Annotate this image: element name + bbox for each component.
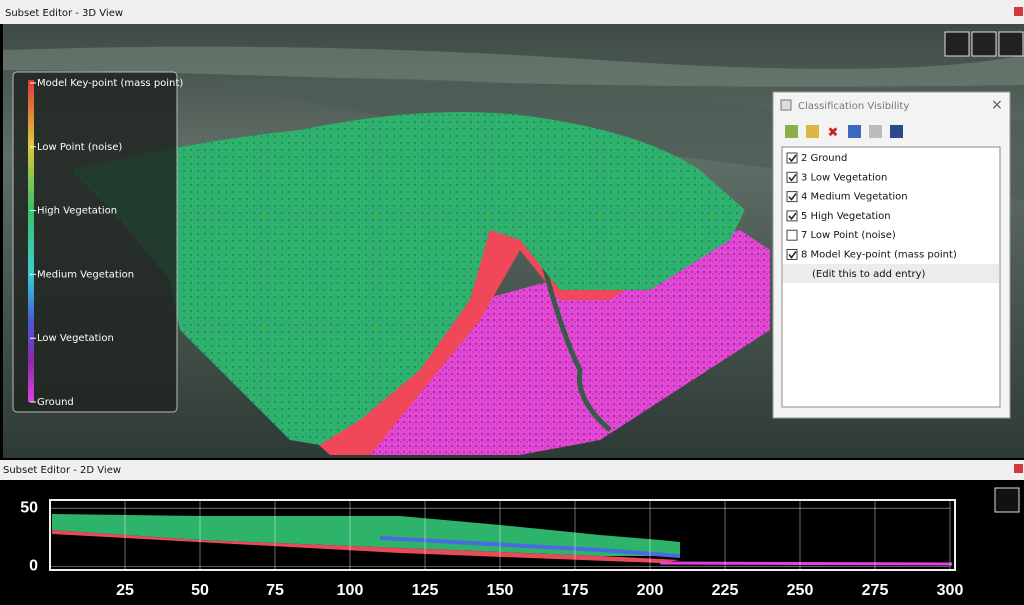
checkmark	[788, 212, 797, 221]
entry-label: 8 Model Key-point (mass point)	[801, 250, 957, 261]
entry-label: 3 Low Vegetation	[801, 172, 887, 183]
plot-frame	[49, 499, 956, 571]
entry-label: 4 Medium Vegetation	[801, 192, 908, 203]
title-bar	[0, 460, 1024, 480]
tool-icon[interactable]: ✖	[828, 126, 839, 141]
window-title: Subset Editor - 3D View	[5, 8, 123, 19]
profile-lowveg	[380, 536, 680, 558]
terrain	[3, 46, 1024, 87]
x-tick-label: 275	[862, 582, 889, 599]
legend-label: Model Key-point (mass point)	[37, 78, 183, 89]
ground-points	[330, 230, 770, 455]
checkbox[interactable]	[786, 210, 798, 222]
tool-icon[interactable]	[785, 125, 798, 138]
entry-label: 2 Ground	[801, 153, 847, 164]
x-tick-label: 25	[116, 582, 134, 599]
x-tick-label: 200	[637, 582, 664, 599]
window-title: Subset Editor - 2D View	[3, 465, 121, 476]
legend-label: Medium Vegetation	[37, 269, 134, 280]
checkmark	[788, 173, 797, 182]
x-tick-label: 100	[337, 582, 364, 599]
x-tick-label: 150	[487, 582, 514, 599]
x-tick-label: 50	[191, 582, 209, 599]
x-tick-label: 125	[412, 582, 439, 599]
tool-icon[interactable]	[890, 125, 903, 138]
dialog: Classification Visibility × ✖	[772, 91, 1011, 419]
add-row[interactable]	[783, 264, 999, 283]
toolbar-button[interactable]	[971, 31, 997, 57]
close-button[interactable]	[1014, 464, 1023, 473]
legend-label: High Vegetation	[37, 206, 117, 217]
title-bar	[0, 0, 1024, 24]
y-tick-label: 50	[20, 499, 38, 516]
legend-label: Low Vegetation	[37, 333, 114, 344]
x-tick-label: 75	[266, 582, 284, 599]
checkmark	[788, 251, 797, 259]
tool-icon[interactable]	[806, 125, 819, 138]
tool-icon[interactable]	[848, 125, 861, 138]
close-button[interactable]	[1014, 7, 1023, 16]
checkbox[interactable]	[786, 249, 798, 260]
x-tick-label: 225	[712, 582, 739, 599]
checkbox[interactable]	[786, 171, 798, 183]
legend: Model Key-point (mass point) Low Point (n…	[12, 71, 183, 413]
checkbox[interactable]	[786, 191, 798, 203]
y-tick-label: 0	[29, 558, 38, 575]
profile-ground	[659, 561, 953, 566]
color-ramp	[28, 80, 34, 402]
toolbar-button[interactable]	[998, 31, 1024, 57]
toolbar-button[interactable]	[994, 487, 1020, 513]
stream	[537, 249, 612, 432]
checkmark	[788, 154, 797, 163]
x-tick-label: 175	[562, 582, 589, 599]
checkbox[interactable]	[786, 229, 798, 241]
x-tick-label: 250	[787, 582, 814, 599]
entry-label: 7 Low Point (noise)	[801, 230, 896, 241]
add-entry: (Edit this to add entry)	[812, 269, 926, 280]
legend-label: Ground	[37, 397, 74, 408]
x-tick-label: 300	[937, 582, 964, 599]
checkmark	[788, 193, 797, 201]
profile-ground	[52, 530, 680, 563]
tool-icon[interactable]	[869, 125, 882, 138]
checkbox[interactable]	[786, 152, 798, 164]
vegetation-points	[70, 112, 745, 445]
toolbar-button[interactable]	[944, 31, 970, 57]
entry-label: 5 High Vegetation	[801, 211, 891, 222]
dialog-title: Classification Visibility	[798, 101, 909, 112]
legend-label: Low Point (noise)	[37, 142, 122, 153]
close-button[interactable]: ×	[991, 97, 1003, 113]
